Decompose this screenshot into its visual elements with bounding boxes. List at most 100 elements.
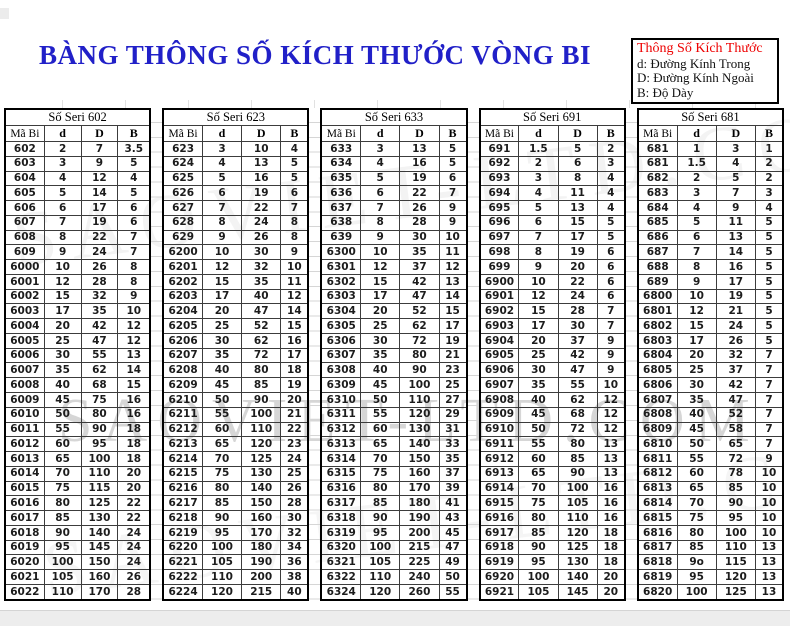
cell-D: 28 — [80, 273, 119, 290]
cell-B: 29 — [438, 406, 468, 423]
cell-d: 95 — [518, 554, 559, 571]
cell-B: 37 — [438, 465, 468, 482]
table-row: 689 9 17 5 — [637, 273, 784, 290]
cell-ma-bi: 6003 — [4, 303, 45, 320]
table-row: 624 4 13 5 — [162, 155, 309, 172]
cell-B: 7 — [754, 436, 784, 453]
cell-B: 10 — [754, 480, 784, 497]
table-row: 681 1 3 1 — [637, 141, 784, 157]
cell-ma-bi: 6902 — [479, 303, 520, 320]
cell-ma-bi: 6207 — [162, 347, 203, 364]
cell-D: 145 — [80, 539, 119, 556]
table-body: 602 2 7 3.5 603 3 9 5 604 4 12 4 605 5 1… — [4, 141, 151, 601]
cell-D: 190 — [399, 510, 440, 526]
cell-d: 35 — [360, 347, 401, 364]
table-row: 6811 55 72 9 — [637, 451, 784, 467]
table-row: 6311 55 120 29 — [320, 406, 468, 423]
table-row: 6815 75 95 10 — [637, 510, 784, 526]
table-row: 696 6 15 5 — [479, 214, 626, 231]
cell-ma-bi: 6203 — [162, 288, 203, 305]
cell-d: 12 — [201, 259, 243, 275]
cell-ma-bi: 6307 — [320, 347, 362, 364]
cell-D: 7 — [80, 141, 119, 157]
cell-B: 5 — [754, 273, 784, 290]
cell-B: 11 — [280, 273, 309, 290]
cell-B: 3 — [596, 155, 626, 172]
cell-B: 17 — [438, 318, 468, 334]
cell-D: 47 — [557, 362, 598, 379]
cell-d: 60 — [676, 465, 717, 482]
cell-B: 22 — [280, 421, 309, 438]
table-gap — [625, 108, 637, 601]
cell-d: 50 — [518, 421, 559, 438]
cell-B: 14 — [280, 303, 309, 320]
col-header-B: B — [117, 125, 151, 142]
cell-D: 21 — [715, 303, 756, 320]
cell-B: 1 — [754, 141, 784, 157]
cell-B: 16 — [596, 480, 626, 497]
cell-D: 11 — [557, 185, 598, 202]
cell-D: 215 — [399, 539, 440, 556]
cell-D: 160 — [80, 569, 119, 585]
table-row: 6203 17 40 12 — [162, 288, 309, 305]
cell-ma-bi: 6018 — [4, 524, 45, 541]
col-header-D: D — [399, 125, 440, 142]
table-row: 6912 60 85 13 — [479, 451, 626, 467]
cell-ma-bi: 6805 — [637, 362, 678, 379]
cell-d: 35 — [201, 347, 243, 364]
cell-B: 4 — [754, 200, 784, 216]
cell-ma-bi: 6908 — [479, 392, 520, 408]
cell-ma-bi: 6017 — [4, 510, 45, 526]
table-row: 6005 25 47 12 — [4, 332, 151, 349]
cell-d: 15 — [43, 288, 82, 305]
cell-D: 13 — [715, 229, 756, 246]
cell-B: 7 — [754, 421, 784, 438]
table-row: 6022 110 170 28 — [4, 583, 151, 601]
cell-D: 14 — [80, 185, 119, 202]
cell-ma-bi: 6005 — [4, 332, 45, 349]
table-row: 6315 75 160 37 — [320, 465, 468, 482]
cell-d: 100 — [518, 569, 559, 585]
cell-ma-bi: 6920 — [479, 569, 520, 585]
table-row: 6219 95 170 32 — [162, 524, 309, 541]
cell-ma-bi: 6907 — [479, 377, 520, 394]
table-row: 692 2 6 3 — [479, 155, 626, 172]
cell-D: 16 — [715, 259, 756, 275]
horizontal-scrollbar-track[interactable] — [0, 610, 790, 626]
cell-d: 10 — [43, 259, 82, 275]
cell-d: 3 — [43, 155, 82, 172]
cell-ma-bi: 6311 — [320, 406, 362, 423]
cell-d: 20 — [518, 332, 559, 349]
cell-d: 45 — [676, 421, 717, 438]
table-row: 6213 65 120 23 — [162, 436, 309, 453]
cell-ma-bi: 6313 — [320, 436, 362, 453]
col-header-B: B — [754, 125, 784, 142]
cell-ma-bi: 6000 — [4, 259, 45, 275]
cell-B: 11 — [438, 244, 468, 261]
cell-D: 19 — [241, 185, 282, 202]
cell-d: 6 — [201, 185, 243, 202]
cell-d: 95 — [676, 569, 717, 585]
cell-B: 7 — [596, 303, 626, 320]
table-row: 683 3 7 3 — [637, 185, 784, 202]
cell-ma-bi: 6807 — [637, 392, 678, 408]
col-header-ma-bi: Mã Bi — [637, 125, 678, 142]
table-row: 637 7 26 9 — [320, 200, 468, 216]
cell-B: 8 — [280, 229, 309, 246]
cell-B: 34 — [280, 539, 309, 556]
cell-ma-bi: 6221 — [162, 554, 203, 571]
cell-ma-bi: 634 — [320, 155, 362, 172]
cell-D: 120 — [557, 524, 598, 541]
table-row: 6200 10 30 9 — [162, 244, 309, 261]
cell-d: 20 — [201, 303, 243, 320]
cell-ma-bi: 6903 — [479, 318, 520, 334]
cell-d: 8 — [360, 214, 401, 231]
cell-d: 120 — [201, 583, 243, 601]
col-header-ma-bi: Mã Bi — [4, 125, 45, 142]
cell-B: 3.5 — [117, 141, 151, 157]
cell-ma-bi: 6314 — [320, 451, 362, 467]
cell-D: 55 — [80, 347, 119, 364]
cell-B: 10 — [754, 510, 784, 526]
cell-d: 6 — [518, 214, 559, 231]
cell-ma-bi: 605 — [4, 185, 45, 202]
